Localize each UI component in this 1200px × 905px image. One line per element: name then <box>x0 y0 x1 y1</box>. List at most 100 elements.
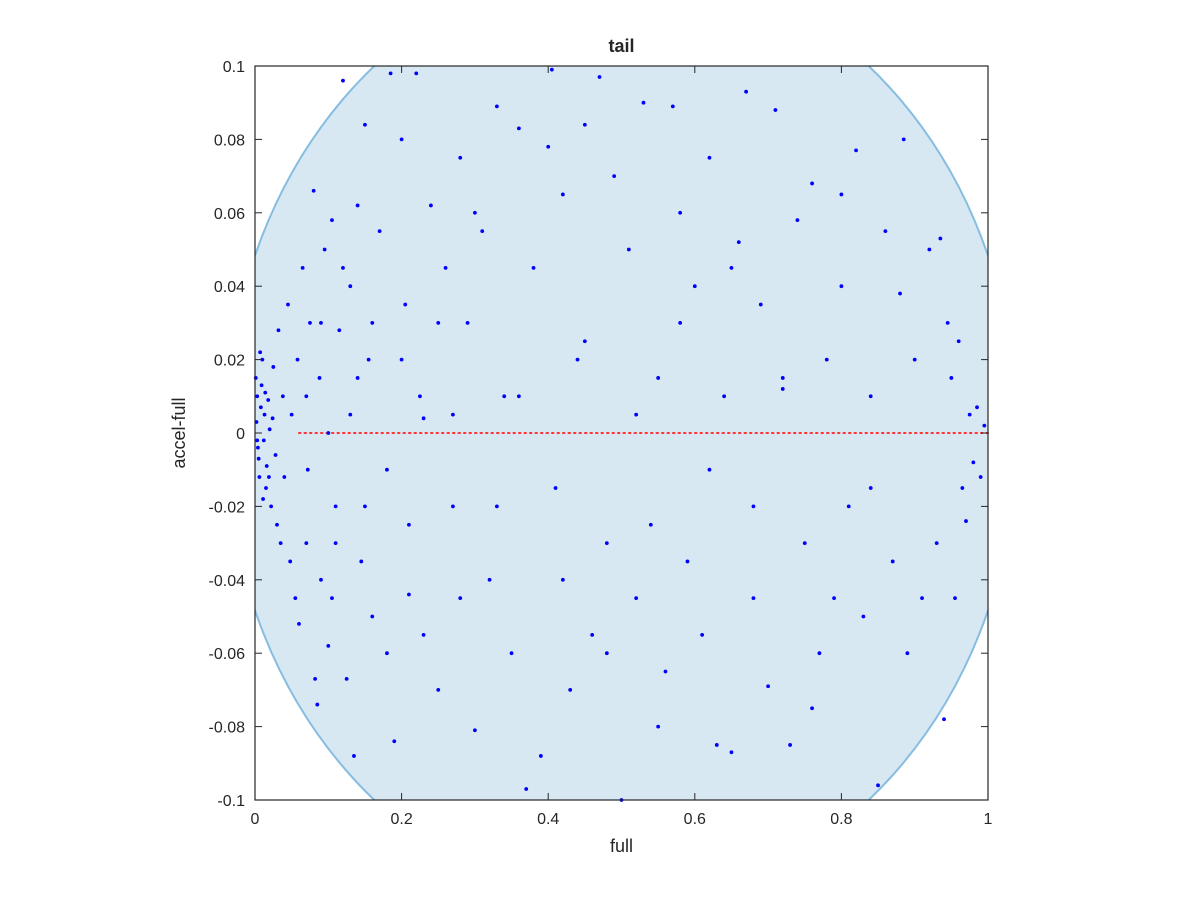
y-tick-label: -0.02 <box>209 499 246 516</box>
data-point <box>780 376 785 380</box>
data-point <box>333 541 338 545</box>
data-point <box>714 743 719 747</box>
data-point <box>407 522 411 527</box>
data-point <box>355 203 360 208</box>
data-point <box>975 405 979 410</box>
data-point <box>568 688 573 692</box>
data-point <box>612 174 617 179</box>
data-point <box>656 724 661 729</box>
data-point <box>436 688 441 692</box>
data-point <box>273 453 278 457</box>
data-point <box>311 188 316 193</box>
data-point <box>876 783 880 788</box>
data-point <box>385 467 389 472</box>
data-point <box>707 467 712 472</box>
data-point <box>259 383 264 388</box>
data-point <box>861 614 866 619</box>
data-point <box>344 676 349 681</box>
data-point <box>337 328 342 333</box>
data-point <box>403 302 408 307</box>
data-point <box>927 247 932 252</box>
data-point <box>421 632 426 637</box>
x-axis-label: full <box>610 836 633 856</box>
data-point <box>257 475 262 479</box>
data-point <box>267 475 271 479</box>
data-point <box>473 210 477 215</box>
data-point <box>266 398 271 402</box>
data-point <box>824 357 829 362</box>
data-point <box>575 357 580 362</box>
data-point <box>355 376 360 380</box>
data-point <box>276 328 281 333</box>
data-point <box>758 302 763 307</box>
data-point <box>832 596 836 601</box>
data-point <box>295 357 300 362</box>
y-axis-label: accel-full <box>169 397 189 468</box>
data-point <box>663 669 668 674</box>
data-point <box>494 504 499 509</box>
x-tick-label: 0 <box>251 811 260 828</box>
data-point <box>729 265 734 270</box>
data-point <box>319 577 323 582</box>
data-point <box>780 387 785 391</box>
data-point <box>604 651 609 656</box>
data-point <box>388 71 393 76</box>
labels-layer: tail full accel-full <box>169 36 635 856</box>
data-point <box>802 541 807 545</box>
data-point <box>656 376 661 380</box>
data-point <box>953 596 957 601</box>
data-point <box>549 67 554 72</box>
data-point <box>260 357 265 362</box>
data-point <box>692 284 697 289</box>
data-point <box>744 89 749 94</box>
data-point <box>261 497 265 501</box>
data-point <box>278 541 283 545</box>
data-point <box>553 486 558 490</box>
data-point <box>480 229 485 234</box>
data-point <box>261 438 266 443</box>
data-point <box>634 412 639 417</box>
y-tick-label: -0.08 <box>209 720 246 737</box>
y-tick-label: 0.02 <box>214 353 245 370</box>
data-point <box>582 122 587 127</box>
data-point <box>960 486 965 490</box>
data-point <box>964 519 968 523</box>
data-point <box>313 676 318 681</box>
data-point <box>678 210 683 215</box>
data-point <box>429 203 433 208</box>
x-tick-label: 0.2 <box>390 811 412 828</box>
data-point <box>370 614 375 619</box>
data-point <box>560 577 565 582</box>
data-point <box>451 412 455 417</box>
y-tick-label: -0.1 <box>217 793 245 810</box>
data-point <box>458 596 463 601</box>
data-point <box>905 651 910 656</box>
x-tick-label: 1 <box>984 811 993 828</box>
data-point <box>270 416 275 421</box>
data-point <box>330 596 334 601</box>
data-point <box>626 247 631 252</box>
data-point <box>890 559 895 564</box>
data-point <box>634 596 639 601</box>
data-point <box>971 460 976 465</box>
data-point <box>795 218 800 223</box>
chart-title: tail <box>608 36 634 56</box>
data-point <box>810 706 814 711</box>
data-point <box>348 412 353 417</box>
data-point <box>700 632 705 637</box>
data-point <box>912 357 917 362</box>
data-point <box>255 438 260 443</box>
data-point <box>317 376 322 380</box>
data-point <box>473 728 477 733</box>
confidence-region-layer <box>255 66 988 800</box>
data-point <box>736 240 741 245</box>
data-point <box>269 504 274 509</box>
data-point <box>868 486 873 490</box>
y-tick-label: 0.06 <box>214 206 245 223</box>
data-point <box>263 390 268 395</box>
data-point <box>773 108 778 112</box>
data-point <box>766 684 770 689</box>
data-point <box>722 394 727 399</box>
data-point <box>751 504 756 509</box>
